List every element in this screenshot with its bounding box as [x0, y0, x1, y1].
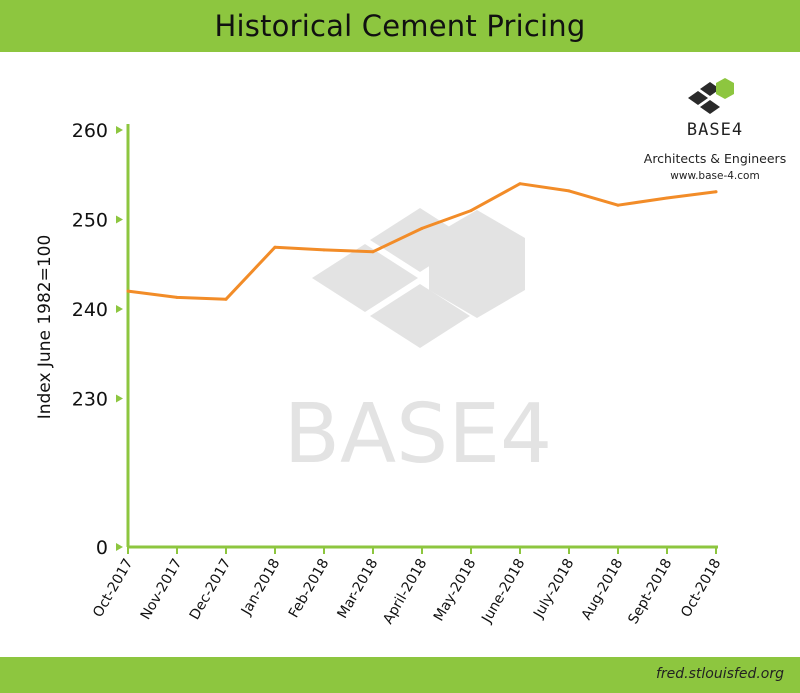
y-tick-label: 250	[72, 210, 108, 232]
watermark-diamond-bottom	[370, 284, 470, 348]
data-point	[273, 245, 277, 249]
logo-url: www.base-4.com	[670, 170, 760, 182]
y-tick-label: 0	[96, 537, 108, 559]
watermark-diamond-left	[312, 244, 418, 312]
base4-logo: BASE4 Architects & Engineers www.base-4.…	[630, 78, 800, 188]
title-bar: Historical Cement Pricing	[0, 0, 800, 52]
watermark-hexagon	[429, 210, 525, 318]
watermark-text: BASE4	[284, 387, 552, 482]
y-tick-mark	[116, 394, 123, 403]
data-point	[616, 203, 620, 207]
data-point	[371, 250, 375, 254]
y-tick-mark	[116, 543, 123, 551]
x-tick-label: April-2018	[380, 556, 430, 627]
data-point	[567, 189, 571, 193]
x-tick-label: Feb-2018	[286, 556, 333, 621]
data-point	[665, 196, 669, 200]
data-point	[175, 295, 179, 299]
y-tick-mark	[116, 305, 123, 313]
x-tick-label: Oct-2017	[90, 556, 136, 620]
data-point	[714, 190, 718, 194]
y-axis-label: Index June 1982=100	[35, 235, 55, 420]
logo-diamonds-icon	[688, 78, 734, 114]
y-tick-label: 240	[72, 299, 108, 321]
x-tick-label: Dec-2017	[187, 556, 235, 623]
x-tick-label: May-2018	[431, 556, 480, 624]
y-tick-label: 230	[72, 389, 108, 411]
y-tick-label: 260	[72, 120, 108, 142]
x-tick-label: Aug-2018	[579, 556, 627, 623]
x-tick-label: Mar-2018	[335, 556, 382, 621]
chart-title: Historical Cement Pricing	[214, 9, 586, 43]
logo-tagline: Architects & Engineers	[643, 151, 787, 166]
data-point	[518, 182, 522, 186]
data-point	[420, 226, 424, 230]
data-point	[224, 297, 228, 301]
source-note: fred.stlouisfed.org	[655, 666, 784, 682]
data-point	[322, 248, 326, 252]
x-tick-label: June-2018	[479, 556, 529, 627]
footer-bar: fred.stlouisfed.org	[0, 657, 800, 693]
x-tick-label: Oct-2018	[678, 556, 724, 620]
x-tick-label: Sept-2018	[625, 556, 675, 627]
x-tick-label: July-2018	[530, 556, 577, 622]
x-tick-label: Nov-2017	[138, 556, 186, 623]
y-tick-mark	[116, 215, 123, 224]
y-tick-mark	[116, 126, 123, 134]
x-tick-label: Jan-2018	[238, 556, 283, 619]
data-point	[126, 289, 130, 293]
data-point	[469, 209, 473, 213]
logo-name: BASE4	[686, 120, 744, 140]
chart-panel	[0, 52, 800, 657]
